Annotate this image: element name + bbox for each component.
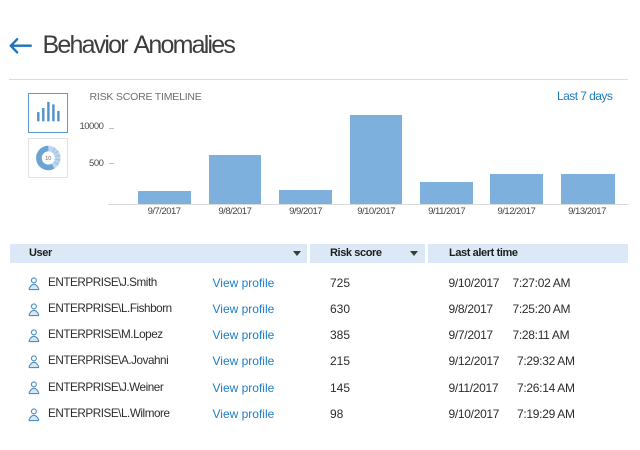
svg-text:10: 10 xyxy=(45,156,51,162)
